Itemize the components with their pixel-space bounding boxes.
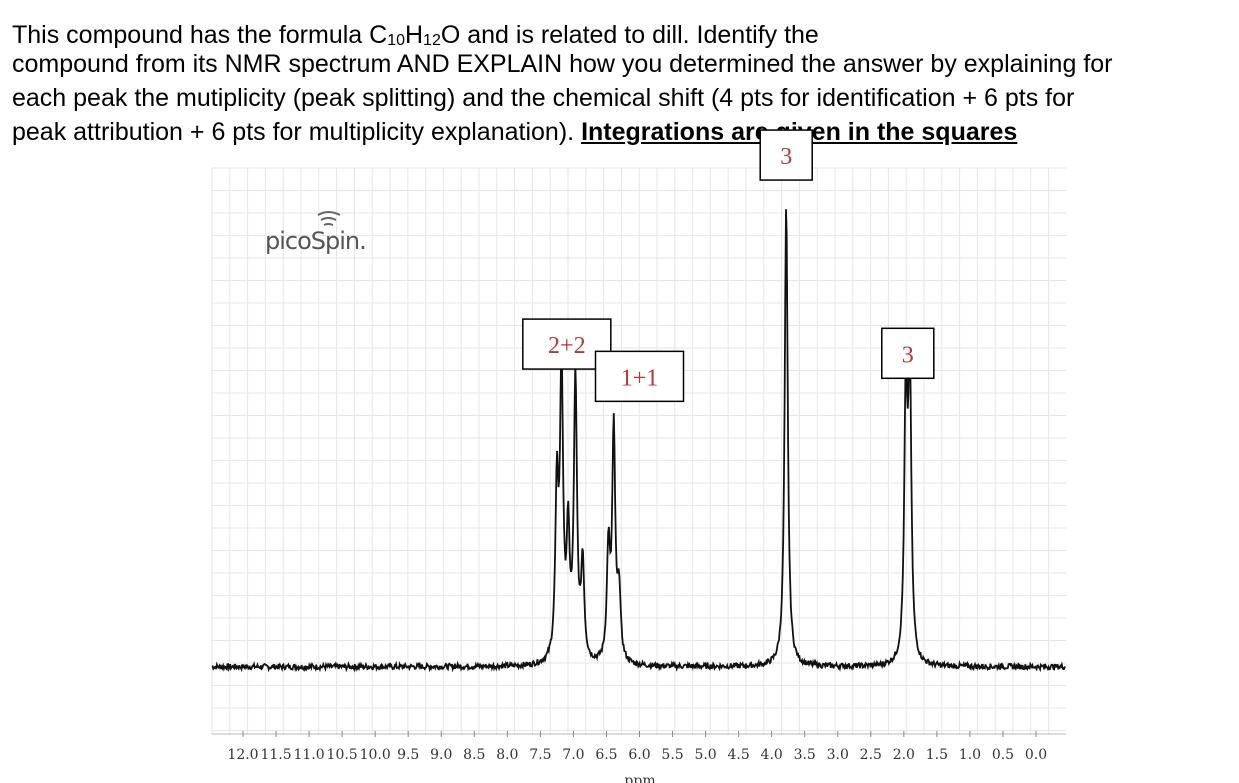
x-tick-label: 1.0: [959, 747, 981, 763]
x-tick-label: 3.5: [794, 747, 816, 763]
x-tick-label: 9.5: [397, 747, 419, 763]
x-tick-label: 1.5: [926, 747, 948, 763]
x-tick-label: 2.0: [893, 747, 915, 763]
integration-boxes: 2+2 1+1 3 3: [522, 129, 935, 403]
formula-prefix: This compound has the formula C: [12, 21, 388, 49]
spectrum-trace: [211, 209, 1066, 673]
question-line-2: compound from its NMR spectrum AND EXPLA…: [12, 50, 1113, 78]
x-tick-label: 6.5: [595, 747, 617, 763]
question-line-3: each peak the mutiplicity (peak splittin…: [12, 84, 1075, 112]
x-tick-label: 7.5: [529, 747, 551, 763]
x-tick-label: 3.0: [827, 747, 849, 763]
integration-value: 3: [902, 342, 914, 368]
integration-box-frame: [594, 350, 685, 403]
x-tick-label: 5.0: [694, 747, 716, 763]
x-tick-label: 12.0: [227, 747, 258, 763]
x-tick-label: 8.0: [496, 747, 518, 763]
x-tick-label: 4.5: [727, 747, 749, 763]
integration-box-frame: [881, 327, 935, 380]
integration-value: 2+2: [548, 333, 586, 359]
formula-sub-h: 12: [423, 32, 441, 49]
x-axis: 12.0 11.5 11.0 10.5 10.0 9.5 9.0 8.5 8.0 7.5 7.0 6.…: [212, 731, 1066, 763]
x-tick-label: 5.5: [661, 747, 683, 763]
formula-h: H: [404, 21, 424, 49]
x-tick-label: 7.0: [562, 747, 584, 763]
x-tick-label: 10.0: [360, 747, 391, 763]
integration-box-frame: [759, 129, 813, 181]
x-tick-label: 8.5: [463, 747, 485, 763]
integration-box: 3: [759, 129, 813, 181]
picospin-logo-mark: [317, 211, 341, 226]
integration-box: 3: [881, 327, 935, 380]
picospin-logo: picoSpin.: [265, 227, 366, 255]
x-tick-label: 11.0: [293, 747, 324, 763]
x-tick-label: 4.0: [761, 747, 783, 763]
x-tick-label: 0.0: [1025, 747, 1047, 763]
x-tick-label: 10.5: [327, 747, 358, 763]
x-tick-label: 2.5: [860, 747, 882, 763]
x-tick-label: 6.0: [628, 747, 650, 763]
chart-grid: [211, 167, 1066, 735]
integration-box: 1+1: [594, 350, 685, 403]
x-tick-label: 11.5: [260, 747, 291, 763]
x-tick-label: 0.5: [992, 747, 1014, 763]
question-line-4-text: peak attribution + 6 pts for multiplicit…: [12, 118, 575, 146]
formula-suffix: O and is related to dill. Identify the: [440, 21, 819, 49]
integration-value: 1+1: [621, 365, 659, 391]
x-axis-label: ppm: [624, 773, 655, 783]
question-line-1: This compound has the formula C10H12O an…: [12, 18, 1232, 52]
integration-value: 3: [780, 144, 792, 170]
x-tick-label: 9.0: [430, 747, 452, 763]
formula-sub-c: 10: [387, 32, 405, 49]
